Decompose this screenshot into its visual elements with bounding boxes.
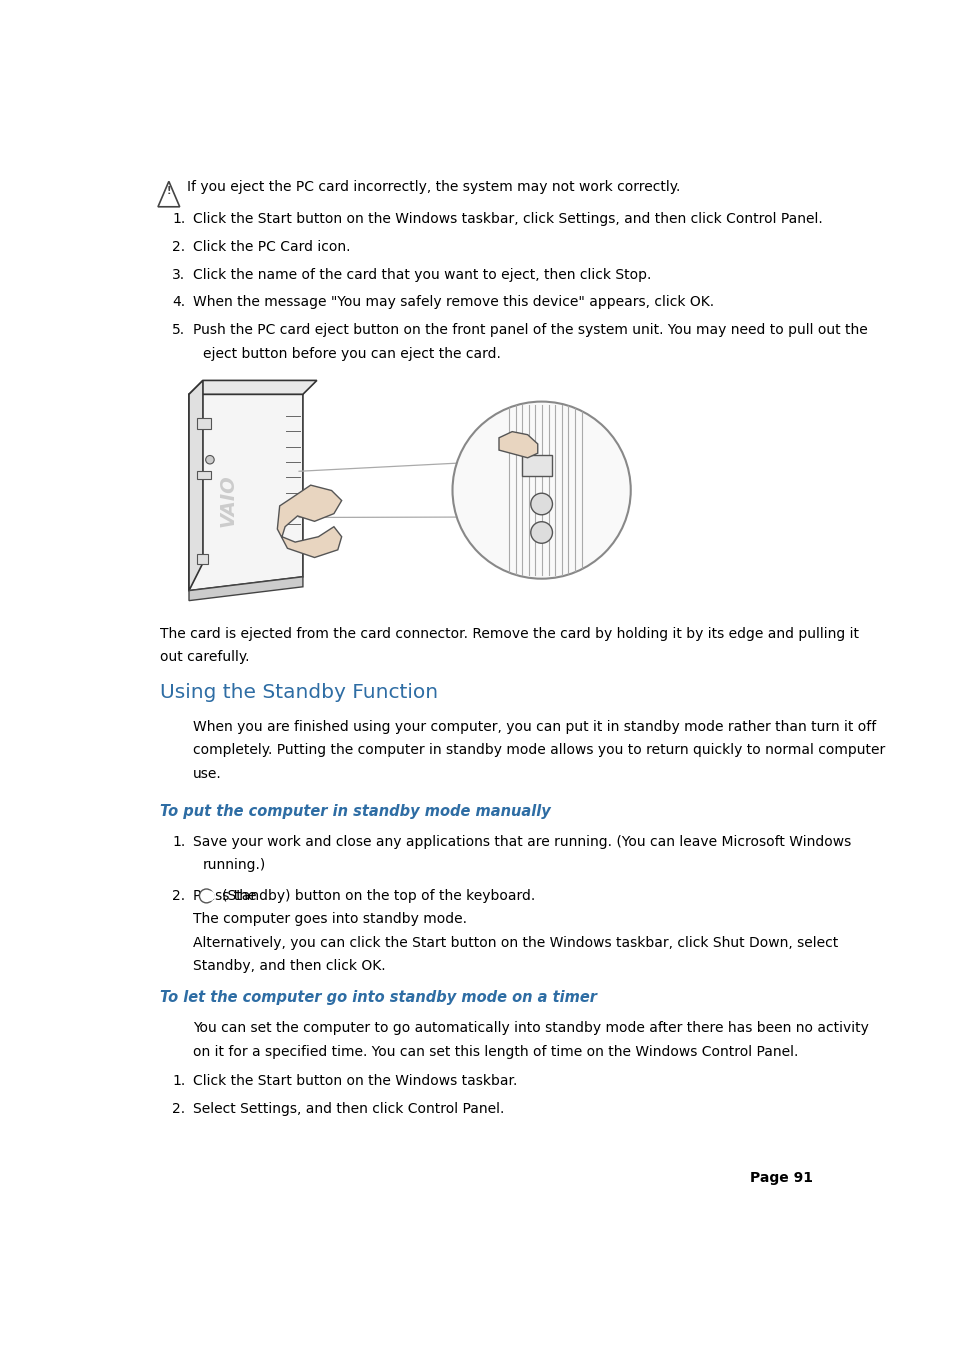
Text: running.): running.) bbox=[203, 858, 266, 873]
Text: 5.: 5. bbox=[172, 323, 185, 336]
Text: Press the: Press the bbox=[193, 889, 260, 902]
Text: When the message "You may safely remove this device" appears, click OK.: When the message "You may safely remove … bbox=[193, 296, 713, 309]
Text: The card is ejected from the card connector. Remove the card by holding it by it: The card is ejected from the card connec… bbox=[159, 627, 858, 640]
Text: Page 91: Page 91 bbox=[749, 1171, 812, 1185]
Text: Click the Start button on the Windows taskbar, click Settings, and then click Co: Click the Start button on the Windows ta… bbox=[193, 212, 821, 226]
Polygon shape bbox=[498, 431, 537, 458]
Text: Save your work and close any applications that are running. (You can leave Micro: Save your work and close any application… bbox=[193, 835, 850, 848]
Circle shape bbox=[452, 401, 630, 578]
Text: Standby, and then click OK.: Standby, and then click OK. bbox=[193, 959, 385, 974]
Text: on it for a specified time. You can set this length of time on the Windows Contr: on it for a specified time. You can set … bbox=[193, 1044, 798, 1059]
Text: If you eject the PC card incorrectly, the system may not work correctly.: If you eject the PC card incorrectly, th… bbox=[187, 180, 680, 193]
Text: 1.: 1. bbox=[172, 1074, 185, 1088]
Text: Alternatively, you can click the Start button on the Windows taskbar, click Shut: Alternatively, you can click the Start b… bbox=[193, 936, 838, 950]
Polygon shape bbox=[189, 577, 303, 601]
Text: 1.: 1. bbox=[172, 212, 185, 226]
Polygon shape bbox=[277, 485, 341, 558]
Text: Click the name of the card that you want to eject, then click Stop.: Click the name of the card that you want… bbox=[193, 267, 651, 281]
Text: You can set the computer to go automatically into standby mode after there has b: You can set the computer to go automatic… bbox=[193, 1021, 868, 1035]
Text: Using the Standby Function: Using the Standby Function bbox=[159, 682, 437, 701]
Text: !: ! bbox=[167, 186, 171, 196]
Text: Push the PC card eject button on the front panel of the system unit. You may nee: Push the PC card eject button on the fro… bbox=[193, 323, 866, 336]
Text: Click the Start button on the Windows taskbar.: Click the Start button on the Windows ta… bbox=[193, 1074, 517, 1088]
FancyBboxPatch shape bbox=[196, 554, 208, 563]
Text: Click the PC Card icon.: Click the PC Card icon. bbox=[193, 240, 350, 254]
Text: 2.: 2. bbox=[172, 1101, 185, 1116]
Text: The computer goes into standby mode.: The computer goes into standby mode. bbox=[193, 912, 466, 927]
Polygon shape bbox=[189, 394, 303, 590]
FancyBboxPatch shape bbox=[196, 419, 211, 428]
Text: To put the computer in standby mode manually: To put the computer in standby mode manu… bbox=[159, 804, 550, 819]
Text: use.: use. bbox=[193, 766, 221, 781]
Polygon shape bbox=[158, 181, 179, 207]
Polygon shape bbox=[189, 381, 316, 394]
Circle shape bbox=[199, 889, 213, 902]
Circle shape bbox=[204, 890, 214, 901]
Polygon shape bbox=[189, 381, 203, 590]
Text: 1.: 1. bbox=[172, 835, 185, 848]
Circle shape bbox=[530, 521, 552, 543]
Text: eject button before you can eject the card.: eject button before you can eject the ca… bbox=[203, 347, 500, 361]
Text: out carefully.: out carefully. bbox=[159, 650, 249, 665]
Circle shape bbox=[530, 493, 552, 515]
Text: 4.: 4. bbox=[172, 296, 185, 309]
Text: (Standby) button on the top of the keyboard.: (Standby) button on the top of the keybo… bbox=[222, 889, 535, 902]
Text: To let the computer go into standby mode on a timer: To let the computer go into standby mode… bbox=[159, 990, 596, 1005]
Text: 2.: 2. bbox=[172, 889, 185, 902]
Text: 2.: 2. bbox=[172, 240, 185, 254]
FancyBboxPatch shape bbox=[521, 455, 551, 477]
Text: VAIO: VAIO bbox=[218, 474, 237, 527]
Text: 3.: 3. bbox=[172, 267, 185, 281]
Circle shape bbox=[206, 455, 214, 463]
Text: Select Settings, and then click Control Panel.: Select Settings, and then click Control … bbox=[193, 1101, 504, 1116]
Text: When you are finished using your computer, you can put it in standby mode rather: When you are finished using your compute… bbox=[193, 720, 875, 734]
Text: completely. Putting the computer in standby mode allows you to return quickly to: completely. Putting the computer in stan… bbox=[193, 743, 884, 757]
FancyBboxPatch shape bbox=[196, 471, 211, 480]
